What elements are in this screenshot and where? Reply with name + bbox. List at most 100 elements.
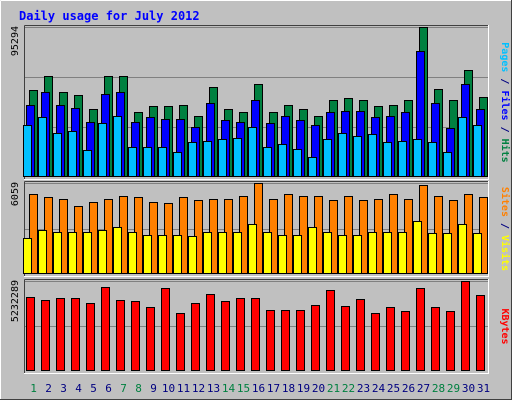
middle-y-label-part: Sites: [499, 187, 511, 217]
top-pages-bar-day-8: [128, 147, 137, 177]
day-label-20: 20: [312, 382, 325, 395]
top-y-label-part: Hits: [499, 139, 511, 163]
day-label-18: 18: [282, 382, 295, 395]
bottom-kbytes-bar-day-12: [191, 303, 200, 371]
middle-y-label: Sites / Visits: [499, 187, 511, 271]
day-label-30: 30: [462, 382, 475, 395]
day-label-22: 22: [342, 382, 355, 395]
bottom-kbytes-bar-day-24: [371, 313, 380, 371]
bottom-kbytes-bar-day-17: [266, 310, 275, 371]
day-label-16: 16: [252, 382, 265, 395]
middle-visits-bar-day-1: [23, 238, 32, 274]
middle-visits-bar-day-9: [143, 235, 152, 274]
day-label-23: 23: [357, 382, 370, 395]
bottom-kbytes-bar-day-7: [116, 300, 125, 371]
middle-visits-bar-day-19: [293, 235, 302, 274]
day-label-28: 28: [432, 382, 445, 395]
top-panel: 95294 Pages / Files / Hits: [10, 25, 511, 180]
day-label-31: 31: [477, 382, 490, 395]
top-pages-bar-day-21: [323, 139, 332, 177]
top-y-label-part: Files: [499, 90, 511, 120]
middle-visits-bar-day-22: [338, 235, 347, 274]
top-pages-bar-day-27: [413, 139, 422, 177]
middle-sites-bar-day-18: [284, 194, 293, 274]
middle-visits-bar-day-2: [38, 230, 47, 274]
top-pages-bar-day-22: [338, 133, 347, 177]
day-label-12: 12: [192, 382, 205, 395]
middle-visits-bar-day-3: [53, 232, 62, 274]
day-label-27: 27: [417, 382, 430, 395]
day-label-17: 17: [267, 382, 280, 395]
top-pages-bar-day-10: [158, 147, 167, 177]
bottom-kbytes-bar-day-19: [296, 310, 305, 371]
middle-visits-bar-day-17: [263, 232, 272, 274]
bottom-kbytes-bar-day-13: [206, 294, 215, 371]
day-label-1: 1: [30, 382, 37, 395]
bottom-kbytes-bar-day-27: [416, 288, 425, 371]
bottom-max-label: 5232289: [10, 280, 21, 322]
day-label-9: 9: [150, 382, 157, 395]
bottom-kbytes-bar-day-15: [236, 298, 245, 371]
day-label-19: 19: [297, 382, 310, 395]
top-pages-bar-day-28: [428, 142, 437, 177]
top-pages-bar-day-15: [233, 138, 242, 177]
bottom-kbytes-bar-day-21: [326, 290, 335, 371]
middle-visits-bar-day-21: [323, 232, 332, 274]
bottom-kbytes-bar-day-16: [251, 298, 260, 371]
top-pages-bar-day-4: [68, 131, 77, 177]
middle-visits-bar-day-26: [398, 232, 407, 274]
middle-y-label-part: Visits: [499, 235, 511, 271]
middle-visits-bar-day-4: [68, 232, 77, 274]
middle-visits-bar-day-24: [368, 232, 377, 274]
bottom-kbytes-bar-day-30: [461, 281, 470, 371]
bottom-kbytes-bar-day-28: [431, 307, 440, 371]
bottom-kbytes-bar-day-22: [341, 306, 350, 371]
top-pages-bar-day-12: [188, 142, 197, 177]
bottom-kbytes-bar-day-14: [221, 301, 230, 371]
bottom-kbytes-bar-day-8: [131, 301, 140, 371]
middle-max-label: 6059: [10, 182, 21, 206]
day-label-25: 25: [387, 382, 400, 395]
middle-visits-bar-day-14: [218, 232, 227, 274]
bottom-kbytes-bar-day-25: [386, 307, 395, 371]
top-pages-bar-day-30: [458, 117, 467, 177]
day-label-10: 10: [162, 382, 175, 395]
top-pages-bar-day-19: [293, 149, 302, 177]
bottom-kbytes-bar-day-1: [26, 297, 35, 371]
day-label-2: 2: [45, 382, 52, 395]
middle-y-label-part: /: [499, 217, 510, 235]
bottom-series-kbytes: [26, 281, 485, 371]
top-pages-bar-day-9: [143, 147, 152, 177]
middle-sites-bar-day-1: [29, 194, 38, 274]
day-label-3: 3: [60, 382, 67, 395]
middle-visits-bar-day-16: [248, 224, 257, 274]
day-label-5: 5: [90, 382, 97, 395]
day-label-14: 14: [222, 382, 236, 395]
x-axis-day-labels: 1 2 3 4 5 6 7 8 9 10 11 12 13 14 15 16 17 18 19 20 21 22 23 24 2…: [30, 382, 490, 395]
day-label-8: 8: [135, 382, 142, 395]
bottom-kbytes-bar-day-9: [146, 307, 155, 371]
top-pages-bar-day-14: [218, 139, 227, 177]
day-label-6: 6: [105, 382, 112, 395]
top-pages-bar-day-1: [23, 125, 32, 177]
bottom-kbytes-bar-day-10: [161, 288, 170, 371]
bottom-y-label: KBytes: [499, 308, 510, 344]
middle-visits-bar-day-10: [158, 235, 167, 274]
top-pages-bar-day-20: [308, 157, 317, 177]
middle-visits-bar-day-6: [98, 230, 107, 274]
bottom-y-label-part: KBytes: [499, 308, 510, 344]
middle-visits-bar-day-30: [458, 224, 467, 274]
bottom-kbytes-bar-day-3: [56, 298, 65, 371]
day-label-4: 4: [75, 382, 82, 395]
bottom-panel: 5232289 KBytes: [10, 279, 510, 374]
top-pages-bar-day-6: [98, 123, 107, 177]
middle-visits-bar-day-13: [203, 232, 212, 274]
top-pages-bar-day-17: [263, 147, 272, 177]
middle-visits-bar-day-12: [188, 236, 197, 274]
top-pages-bar-day-16: [248, 127, 257, 177]
top-pages-bar-day-2: [38, 117, 47, 177]
bottom-kbytes-bar-day-4: [71, 298, 80, 371]
top-pages-bar-day-18: [278, 144, 287, 177]
middle-visits-bar-day-27: [413, 221, 422, 274]
